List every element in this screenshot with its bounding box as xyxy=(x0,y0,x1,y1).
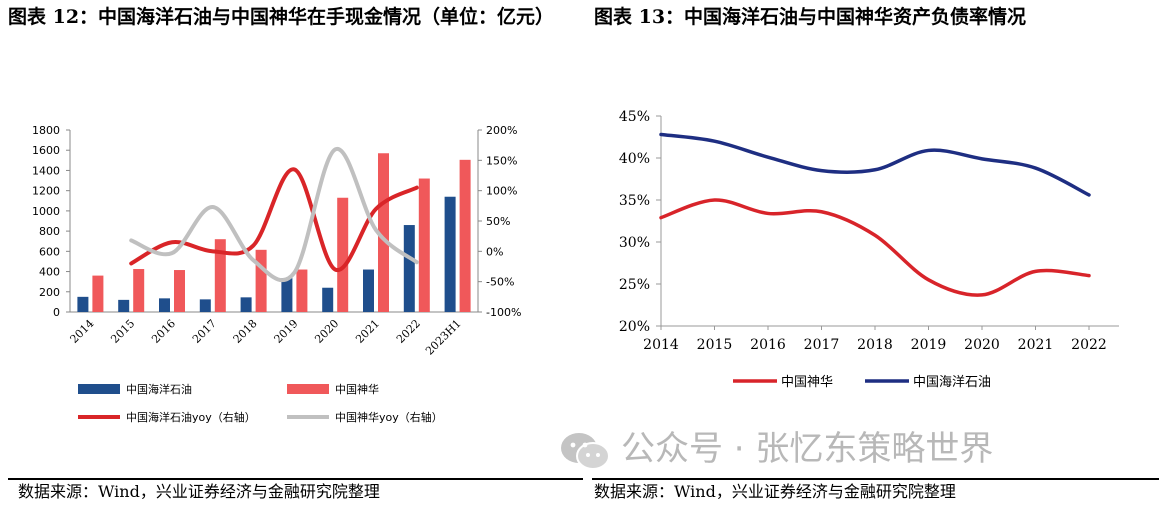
bar-shenhua xyxy=(214,239,226,312)
figure-12-title: 图表 12：中国海洋石油与中国神华在手现金情况（单位：亿元） xyxy=(8,6,555,28)
x-tick-label: 2021 xyxy=(1018,337,1054,353)
y-tick-label: 40% xyxy=(619,151,650,167)
bar-cnooc xyxy=(403,225,415,312)
source-divider-right xyxy=(592,478,1159,480)
line-shenhua-debt xyxy=(659,198,1091,297)
y-tick-label: 600 xyxy=(39,245,60,258)
legend-label: 中国神华 xyxy=(335,382,379,396)
y-tick-label: 35% xyxy=(619,193,650,209)
y-tick-label: 45% xyxy=(619,109,650,125)
bar-cnooc xyxy=(281,278,293,312)
y-tick-label: 1600 xyxy=(32,144,60,157)
legend-label: 中国海洋石油 xyxy=(126,382,192,396)
figure-13-source: 数据来源：Wind，兴业证券经济与金融研究院整理 xyxy=(594,482,956,501)
y-tick-label: 800 xyxy=(39,225,60,238)
x-tick-label: 2014 xyxy=(643,337,679,353)
y-tick-label: 30% xyxy=(619,235,650,251)
bar-cnooc xyxy=(363,269,374,312)
y2-tick-label: 200% xyxy=(486,124,517,137)
bar-shenhua xyxy=(174,270,185,312)
y-tick-label: 20% xyxy=(619,319,650,335)
legend-label: 中国海洋石油 xyxy=(913,375,991,390)
x-tick-label: 2017 xyxy=(804,337,840,353)
legend-label: 中国神华 xyxy=(781,375,833,390)
y2-tick-label: 100% xyxy=(486,185,517,198)
line-shenhua-yoy xyxy=(129,147,419,283)
bar-shenhua xyxy=(378,153,389,312)
x-tick-label: 2020 xyxy=(964,337,1000,353)
watermark-text: 公众号 · 张忆东策略世界 xyxy=(621,429,994,469)
y-tick-label: 1400 xyxy=(32,164,60,177)
bar-cnooc xyxy=(240,297,252,312)
y-tick-label: 400 xyxy=(39,266,60,279)
bar-shenhua xyxy=(92,275,104,312)
y2-tick-label: 0% xyxy=(486,245,503,258)
bar-cnooc xyxy=(444,196,456,312)
bar-cnooc xyxy=(322,287,334,312)
bar-shenhua xyxy=(133,269,145,312)
y-tick-label: 1000 xyxy=(32,205,60,218)
figure-12-source: 数据来源：Wind，兴业证券经济与金融研究院整理 xyxy=(18,482,380,501)
y2-tick-label: 50% xyxy=(486,215,510,228)
bar-cnooc xyxy=(199,299,211,312)
line-cnooc-debt xyxy=(659,132,1091,197)
bar-shenhua xyxy=(255,249,267,312)
bar-shenhua xyxy=(296,269,308,312)
figure-13-title: 图表 13：中国海洋石油与中国神华资产负债率情况 xyxy=(594,6,1027,28)
y2-tick-label: -100% xyxy=(486,306,521,319)
y2-tick-label: -50% xyxy=(486,276,514,289)
x-tick-label: 2018 xyxy=(857,337,893,353)
wechat-icon xyxy=(561,432,610,470)
bar-cnooc xyxy=(118,299,130,312)
bar-shenhua xyxy=(337,197,349,312)
bar-shenhua xyxy=(459,159,471,312)
debt-ratio-chart: 20% 25% 30% 35% 40% 45% 2014 2015 2016 2017 2018 20… xyxy=(619,109,1119,390)
x-tick-label: 2016 xyxy=(750,337,786,353)
x-tick-label: 2019 xyxy=(911,337,947,353)
x-tick-label: 2015 xyxy=(697,337,733,353)
bar-cnooc xyxy=(77,296,89,312)
x-tick-label: 2022 xyxy=(1071,337,1107,353)
y-tick-label: 200 xyxy=(39,286,60,299)
watermark: 公众号 · 张忆东策略世界 xyxy=(559,424,1119,474)
bar-cnooc xyxy=(159,298,170,312)
cash-chart: 0 200 400 600 800 1000 1200 1400 1600 1800 -100% -5… xyxy=(32,124,521,424)
y2-tick-label: 150% xyxy=(486,154,517,167)
legend-swatch xyxy=(287,384,329,394)
y-tick-label: 25% xyxy=(619,277,650,293)
bar-shenhua xyxy=(418,178,430,312)
y-tick-label: 1800 xyxy=(32,124,60,137)
legend-swatch xyxy=(78,384,120,394)
y-tick-label: 1200 xyxy=(32,185,60,198)
y-tick-label: 0 xyxy=(53,306,60,319)
legend-label: 中国海洋石油yoy（右轴） xyxy=(126,410,256,424)
legend-label: 中国神华yoy（右轴） xyxy=(335,410,443,424)
source-divider-left xyxy=(8,478,583,480)
